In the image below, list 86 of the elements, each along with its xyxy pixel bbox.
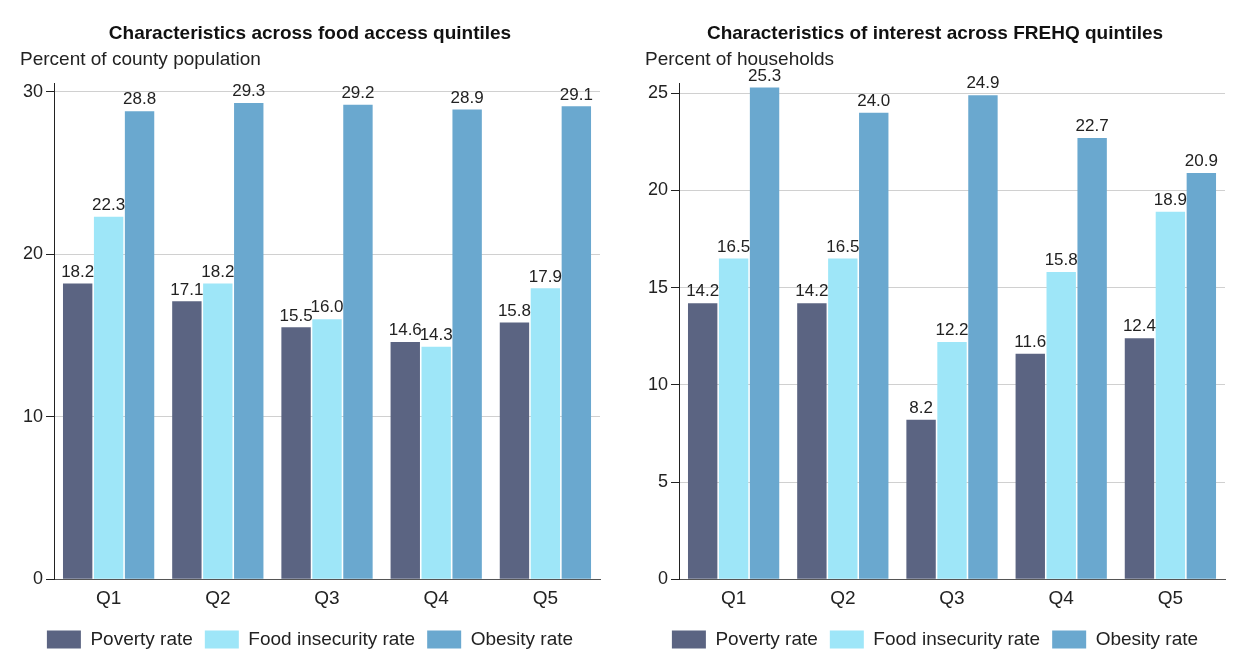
legend-label: Food insecurity rate [873,627,1041,649]
bar [93,216,124,579]
bar [312,319,342,579]
chart-title: Characteristics across food access quintiles [108,21,512,43]
data-label: 11.6 [1014,331,1047,351]
x-tick-label: Q2 [830,586,856,608]
data-label: 12.4 [1122,316,1157,336]
legend-label: Poverty rate [90,627,193,649]
y-axis-title: Percent of county population [20,48,261,70]
bar [1077,138,1107,579]
data-label: 18.9 [1153,190,1187,210]
data-label: 28.9 [450,87,484,107]
data-label: 29.3 [232,81,266,101]
chart-title: Characteristics of interest across FREHQ quintiles [706,21,1164,43]
y-tick-label: 0 [33,568,44,589]
x-tick-label: Q5 [1157,586,1184,608]
data-label: 17.9 [528,266,562,286]
y-tick-label: 5 [658,470,669,491]
data-label: 17.1 [170,279,204,299]
bar [530,288,561,579]
bar [452,109,482,579]
data-label: 16.5 [717,236,751,256]
x-tick-label: Q3 [314,586,340,608]
y-tick-label: 25 [647,82,669,103]
data-label: 29.2 [341,82,375,102]
legend-label: Obesity rate [1095,627,1199,649]
x-tick-label: Q4 [423,586,450,608]
y-tick-label: 20 [647,179,669,200]
bar [749,87,780,579]
bar [1155,211,1186,579]
data-label: 24.9 [966,73,1000,93]
data-label: 15.8 [497,300,532,320]
bar [421,346,451,579]
data-label: 18.2 [201,261,235,281]
data-label: 16.5 [826,236,860,256]
x-tick-label: Q2 [205,586,231,608]
bar [172,301,202,579]
bar [797,303,827,579]
legend-label: Poverty rate [715,627,818,649]
bar [906,419,936,579]
data-label: 12.2 [935,320,969,340]
x-tick-label: Q5 [532,586,559,608]
data-label: 20.9 [1184,151,1218,171]
bar [281,327,311,579]
data-label: 14.6 [388,320,422,340]
bar [1015,353,1045,579]
x-tick-label: Q1 [720,586,747,608]
legend-label: Food insecurity rate [248,627,416,649]
data-label: 29.1 [559,84,593,104]
bar [828,258,858,579]
bar [968,95,998,579]
bar [124,111,155,579]
data-label: 24.0 [857,90,891,110]
legend-label: Obesity rate [470,627,574,649]
data-label: 14.2 [686,281,720,301]
bar [859,112,889,579]
y-tick-label: 15 [647,276,669,297]
bar [687,303,718,579]
bar [390,341,420,579]
data-label: 22.7 [1075,116,1109,136]
bar [203,283,233,579]
bar [1186,173,1217,579]
data-label: 18.2 [61,261,95,281]
y-tick-label: 0 [658,568,669,589]
bar [1124,338,1155,579]
x-tick-label: Q4 [1048,586,1075,608]
y-tick-label: 30 [22,80,44,101]
data-label: 15.5 [279,305,313,325]
y-tick-label: 10 [647,373,669,394]
data-label: 28.8 [123,89,157,109]
bar [561,106,592,579]
x-tick-label: Q1 [95,586,122,608]
bar [718,258,749,579]
bar [1046,272,1076,579]
bar [937,342,967,579]
bar [499,322,530,579]
data-label: 15.8 [1044,250,1078,270]
data-label: 8.2 [909,398,933,418]
y-tick-label: 10 [22,405,44,426]
data-label: 14.2 [795,281,829,301]
x-tick-label: Q3 [939,586,965,608]
bar [62,283,93,579]
y-tick-label: 20 [22,243,44,264]
bar [234,103,264,579]
data-label: 22.3 [92,195,126,215]
bar [343,104,373,579]
